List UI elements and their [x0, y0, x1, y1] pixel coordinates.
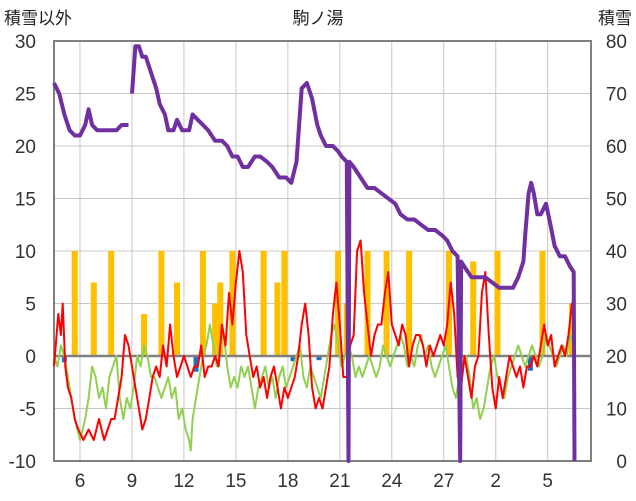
left-axis-label: 積雪以外 [4, 9, 72, 29]
precip-bar [281, 251, 288, 356]
precip-bar [406, 251, 413, 356]
precip-bar [108, 251, 115, 356]
left-tick-label: 25 [15, 85, 36, 106]
left-tick-label: 10 [15, 242, 36, 263]
precip-bar [260, 251, 267, 356]
right-tick-label: 0 [616, 452, 627, 473]
x-tick-label: 12 [173, 471, 194, 492]
left-tick-label: 30 [15, 32, 36, 53]
x-tick-label: 5 [542, 471, 553, 492]
x-tick-label: 18 [277, 471, 298, 492]
right-tick-label: 40 [606, 242, 627, 263]
right-tick-label: 60 [606, 137, 627, 158]
series-layer [52, 44, 577, 463]
temp-max-line [53, 239, 575, 441]
precip-bar [470, 261, 477, 356]
temp-min-line [53, 323, 575, 452]
grid-lines [54, 40, 591, 462]
x-tick-label: 21 [329, 471, 350, 492]
left-tick-label: 20 [15, 137, 36, 158]
precip-bar [173, 282, 180, 356]
chart-title: 駒ノ湯 [293, 9, 344, 29]
bar-layer [61, 251, 575, 372]
right-tick-label: 20 [606, 347, 627, 368]
precip-bar [229, 251, 236, 356]
x-tick-label: 6 [75, 471, 86, 492]
x-tick-label: 27 [433, 471, 454, 492]
right-tick-label: 70 [606, 85, 627, 106]
precip-bar [158, 251, 165, 356]
left-tick-label: -5 [19, 400, 36, 421]
right-axis-label: 積雪 [598, 9, 632, 29]
snowfall-bar [193, 356, 199, 372]
precip-bar [494, 251, 501, 356]
x-tick-label: 2 [490, 471, 501, 492]
x-tick-label: 15 [225, 471, 246, 492]
left-tick-label: 5 [25, 295, 36, 316]
x-tick-label: 24 [381, 471, 403, 492]
precip-bar [212, 303, 219, 356]
precip-bar [383, 251, 390, 356]
snowfall-bar [316, 356, 322, 361]
plot-border [53, 40, 592, 462]
right-tick-label: 50 [606, 190, 627, 211]
right-tick-label: 30 [606, 295, 627, 316]
left-tick-label: -10 [9, 452, 36, 473]
snow-depth-line [52, 44, 577, 463]
precip-bar [199, 251, 206, 356]
left-tick-label: 15 [15, 190, 36, 211]
precip-bar [217, 282, 224, 356]
right-tick-label: 80 [606, 32, 627, 53]
x-tick-label: 9 [127, 471, 138, 492]
left-tick-label: 0 [25, 347, 36, 368]
precip-bar [539, 251, 546, 356]
snowfall-bar [290, 356, 296, 362]
right-tick-label: 10 [606, 400, 627, 421]
precip-bar [274, 282, 281, 356]
precip-bar [71, 251, 78, 356]
precip-bar [141, 314, 148, 356]
precip-bar [90, 282, 97, 356]
precip-bar [364, 251, 371, 356]
